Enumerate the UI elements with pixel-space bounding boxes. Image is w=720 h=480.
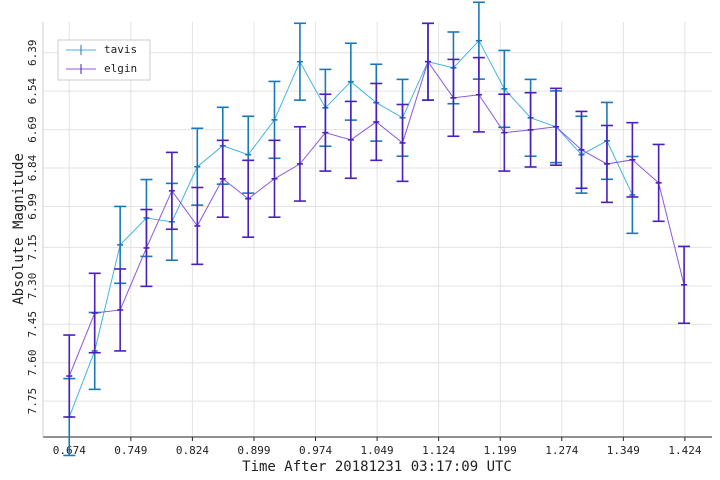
x-tick-label: 0.899	[237, 444, 270, 457]
error-bar	[447, 58, 460, 138]
error-bar	[216, 139, 229, 219]
error-bar	[88, 272, 101, 354]
error-bar	[63, 334, 76, 418]
error-bar	[626, 121, 639, 198]
y-tick-label: 6.54	[26, 78, 39, 105]
error-bar	[370, 82, 383, 162]
x-tick-label: 0.749	[114, 444, 147, 457]
x-tick-label: 1.199	[484, 444, 517, 457]
legend-label: tavis	[104, 43, 137, 56]
y-tick-label: 7.30	[26, 273, 39, 300]
error-bar	[498, 93, 511, 172]
error-bar	[319, 93, 332, 172]
error-bar	[140, 208, 153, 288]
error-bar	[293, 22, 306, 101]
error-bar	[550, 87, 563, 167]
x-tick-label: 0.824	[176, 444, 209, 457]
legend-label: elgin	[104, 62, 137, 75]
y-tick-label: 7.15	[26, 234, 39, 261]
x-tick-label: 1.424	[668, 444, 701, 457]
error-bar	[678, 245, 691, 325]
error-bar	[344, 100, 357, 180]
error-bar	[165, 151, 178, 231]
error-bar	[268, 139, 281, 219]
x-tick-label: 1.049	[361, 444, 394, 457]
y-tick-label: 6.39	[26, 39, 39, 65]
error-bar	[421, 22, 434, 101]
error-bar	[652, 143, 665, 223]
x-tick-label: 0.974	[299, 444, 332, 457]
error-bar	[191, 186, 204, 266]
x-tick-label: 1.274	[545, 444, 578, 457]
error-bar	[242, 159, 255, 238]
error-bar	[600, 124, 613, 204]
y-tick-label: 7.75	[26, 388, 39, 415]
x-axis-title: Time After 20181231 03:17:09 UTC	[242, 459, 512, 475]
legend-box	[57, 39, 151, 81]
x-tick-label: 1.124	[422, 444, 455, 457]
error-bar	[396, 103, 409, 183]
y-tick-label: 6.69	[26, 116, 39, 143]
x-tick-label: 1.349	[607, 444, 640, 457]
error-bar	[575, 110, 588, 190]
y-tick-label: 7.60	[26, 349, 39, 376]
error-bar	[293, 125, 306, 202]
y-tick-label: 6.99	[26, 193, 39, 220]
error-bar	[114, 268, 127, 352]
y-axis-title: Absolute Magnitude	[11, 153, 27, 305]
error-bar	[524, 91, 537, 168]
y-tick-label: 7.45	[26, 311, 39, 338]
y-tick-label: 6.84	[26, 154, 39, 181]
error-bar	[472, 56, 485, 133]
